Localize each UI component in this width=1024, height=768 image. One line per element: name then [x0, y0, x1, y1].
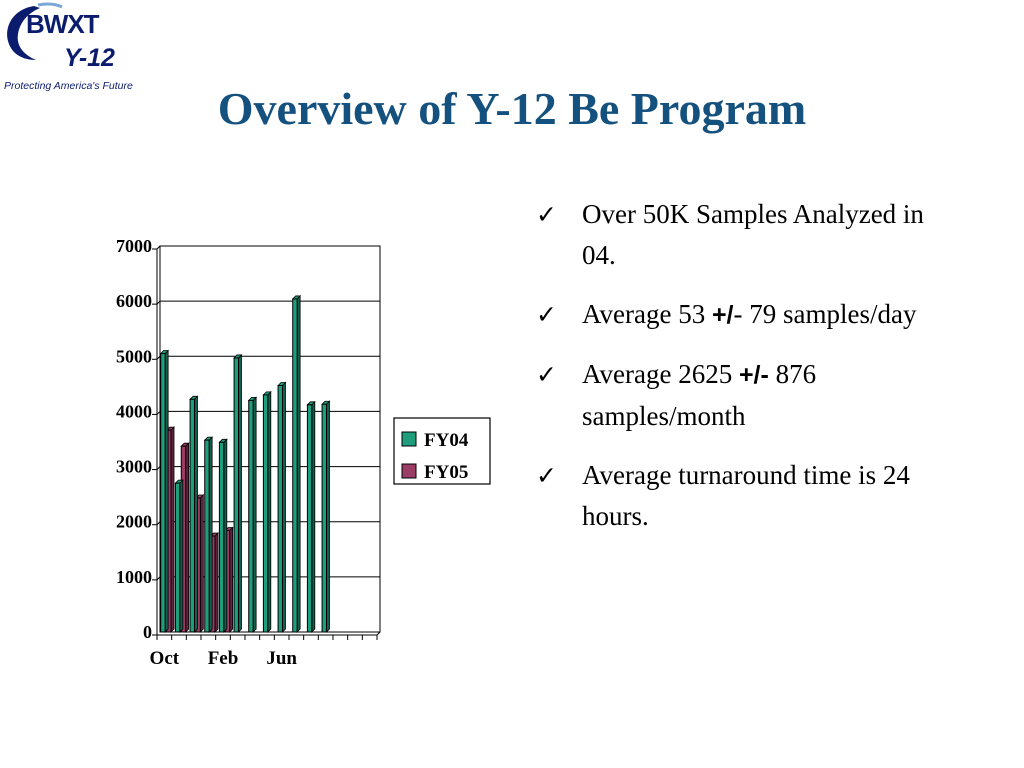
legend-swatch-fy05 [401, 463, 417, 479]
bar-fy04 [262, 394, 269, 633]
bullet-list: ✓ Over 50K Samples Analyzed in 04. ✓ Averag… [534, 194, 954, 555]
checkmark-icon: ✓ [536, 360, 557, 389]
bullet-bold-text: +/- [738, 361, 769, 389]
bar-fy04 [204, 439, 210, 633]
bar-fy04 [306, 404, 313, 633]
bar-fy04 [292, 298, 298, 633]
y-tick-label: 6000 [116, 291, 152, 311]
legend-swatch-fy04 [401, 431, 417, 447]
y-tick-label: 2000 [116, 512, 152, 532]
bullet-text-end: - 79 samples/day [733, 299, 917, 329]
bullet-text: Average 53 [582, 299, 712, 329]
bar-fy04 [174, 482, 181, 633]
logo-brand-top: BWXT [26, 9, 100, 39]
bullet-item: ✓ Average 2625 +/- 876 samples/month [534, 354, 954, 437]
legend-label-fy05: FY05 [424, 462, 468, 483]
bullet-bold-text: +/ [711, 301, 734, 329]
bar-fy04 [233, 357, 239, 633]
bullet-text: Average turnaround time is 24 hours. [582, 460, 910, 531]
gridline-depth [156, 355, 161, 360]
bullet-item: ✓ Over 50K Samples Analyzed in 04. [534, 194, 954, 276]
bullet-item: ✓ Average 53 +/- 79 samples/day [534, 294, 954, 336]
checkmark-icon: ✓ [536, 300, 557, 329]
y-tick-label: 3000 [116, 457, 152, 477]
bar-fy04 [321, 403, 327, 633]
bullet-item: ✓ Average turnaround time is 24 hours. [534, 455, 954, 537]
logo-tagline: Protecting America's Future [4, 80, 133, 92]
bar-fy04 [160, 353, 166, 633]
y-tick-label: 7000 [116, 236, 152, 256]
gridline-depth [156, 521, 161, 526]
y-tick-label: 5000 [116, 346, 152, 366]
logo-swoosh-icon [7, 2, 63, 60]
y-tick-label: 4000 [116, 401, 152, 421]
bwxt-y12-logo: BWXT Y-12 Protecting America's Future [0, 0, 133, 100]
legend-label-fy04: FY04 [424, 430, 469, 451]
gridline-depth [156, 411, 161, 415]
gridline-depth [156, 576, 161, 581]
bar-fy04 [189, 398, 195, 633]
x-tick-label: Oct [150, 648, 180, 669]
x-tick-label: Feb [208, 648, 239, 669]
y-tick-label: 0 [143, 622, 152, 642]
bullet-text: Over 50K Samples Analyzed in 04. [582, 199, 924, 270]
slide-title: Overview of Y-12 Be Program [217, 83, 807, 134]
bullet-text: Average 2625 [582, 359, 739, 389]
x-tick-label: Jun [266, 648, 297, 669]
checkmark-icon: ✓ [536, 200, 557, 229]
bar-fy04 [218, 441, 225, 633]
bullet-text-end: 876 samples/month [582, 359, 817, 431]
checkmark-icon: ✓ [536, 461, 557, 490]
bar-fy04 [277, 385, 283, 633]
gridline-depth [156, 466, 161, 470]
bar-chart: 0 1000 2000 3000 4000 5000 6000 7000 Oct Feb Jun FY… [116, 236, 491, 669]
bar-fy04 [248, 399, 254, 633]
y-tick-label: 1000 [116, 567, 152, 587]
gridline-depth [156, 300, 161, 305]
logo-brand-bottom: Y-12 [64, 44, 115, 72]
